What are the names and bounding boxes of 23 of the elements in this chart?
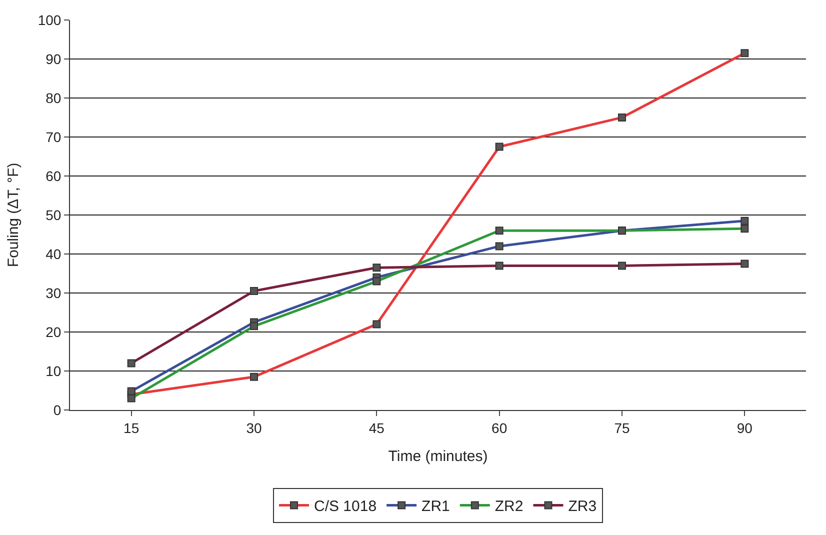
x-tick-label: 45	[368, 420, 385, 436]
legend-label: ZR2	[494, 498, 524, 516]
legend-label: ZR1	[422, 498, 450, 516]
y-tick-label: 50	[46, 206, 62, 223]
y-tick-label: 60	[46, 168, 62, 184]
x-axis-title: Time (minutes)	[388, 448, 488, 465]
y-tick-label: 70	[46, 128, 62, 145]
y-tick-label: 30	[46, 284, 62, 301]
y-tick-label: 0	[53, 402, 62, 418]
x-tick-label: 30	[246, 420, 262, 436]
y-tick-label: 10	[46, 362, 62, 379]
x-tick-label: 15	[124, 420, 140, 436]
legend-label: C/S 1018	[314, 498, 377, 516]
y-tick-label: 40	[46, 246, 62, 262]
legend-label: ZR3	[568, 498, 597, 516]
x-tick-label: 60	[492, 420, 508, 436]
y-tick-label: 100	[38, 12, 62, 28]
y-tick-label: 80	[46, 90, 62, 106]
y-tick-label: 20	[46, 324, 62, 340]
y-tick-label: 90	[46, 50, 62, 67]
x-tick-label: 90	[736, 420, 753, 436]
y-axis-title: Fouling (ΔT, °F)	[5, 162, 22, 268]
x-tick-label: 75	[614, 420, 630, 436]
